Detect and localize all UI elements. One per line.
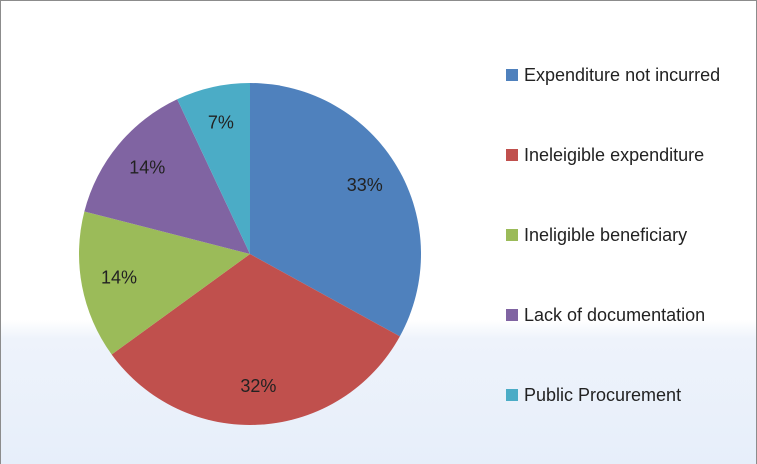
pie-slice [84,99,250,255]
legend-item: Expenditure not incurred [506,61,736,89]
data-label: 32% [240,376,276,396]
legend-swatch [506,149,518,161]
pie-slice [250,83,422,337]
pie-slice [78,211,250,355]
legend-label: Public Procurement [524,385,682,405]
pie: 33% 32% 14% 14% 7% [78,83,422,426]
legend-item: Ineleigible expenditure [506,141,736,169]
legend-item: Lack of documentation [506,301,736,329]
legend-swatch [506,309,518,321]
data-label: 14% [129,158,165,178]
legend-swatch [506,389,518,401]
data-label: 14% [101,268,137,288]
pie-slice [177,83,250,254]
legend-label: Ineligible beneficiary [524,225,688,245]
legend-label: Expenditure not incurred [524,65,721,85]
data-label: 7% [208,113,234,133]
legend-swatch [506,229,518,241]
pie-slice [111,254,400,426]
legend-item: Public Procurement [506,381,736,409]
data-label: 33% [347,175,383,195]
legend-label: Ineleigible expenditure [524,145,705,165]
legend-label: Lack of documentation [524,305,706,325]
legend-item: Ineligible beneficiary [506,221,736,249]
legend-swatch [506,69,518,81]
